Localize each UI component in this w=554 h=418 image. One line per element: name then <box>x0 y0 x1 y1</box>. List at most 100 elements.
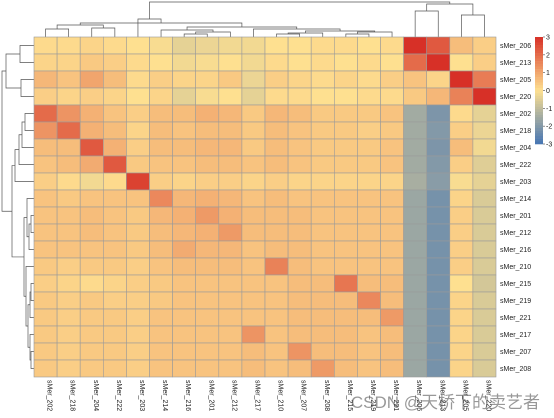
dendrogram-branch <box>26 198 34 238</box>
heatmap-cell <box>241 189 266 208</box>
row-label: sMer_204 <box>500 145 531 152</box>
heatmap-cell <box>333 274 358 293</box>
heatmap-cell <box>149 257 173 276</box>
row-label: sMer_220 <box>500 94 531 101</box>
heatmap-cell <box>403 172 428 191</box>
heatmap-cell <box>426 240 451 259</box>
heatmap-cell <box>287 291 312 310</box>
heatmap-cell <box>472 223 497 242</box>
row-label: sMer_201 <box>500 213 531 220</box>
heatmap-cell <box>287 53 312 72</box>
heatmap-cell <box>149 342 173 361</box>
heatmap-cell <box>79 172 104 191</box>
heatmap-cell <box>472 274 497 293</box>
heatmap-cell <box>56 223 81 242</box>
heatmap-cell <box>79 206 104 225</box>
heatmap-cell <box>172 70 197 89</box>
heatmap-cell <box>33 223 58 242</box>
heatmap-cell <box>126 257 150 276</box>
heatmap-cell <box>403 36 428 55</box>
heatmap-cell <box>149 291 173 310</box>
heatmap-cell <box>310 223 335 242</box>
dendrogram-branch <box>30 351 34 369</box>
heatmap-cell <box>79 257 104 276</box>
heatmap-cell <box>218 257 243 276</box>
heatmap-cell <box>103 308 127 327</box>
heatmap-cell <box>126 138 150 157</box>
dendrogram-branch <box>5 53 21 89</box>
heatmap-cell <box>264 274 289 293</box>
heatmap-cell <box>56 36 81 55</box>
heatmap-cell <box>56 53 81 72</box>
heatmap-cell <box>33 121 58 140</box>
heatmap-cell <box>357 172 381 191</box>
heatmap-cell <box>149 138 173 157</box>
heatmap-cell <box>56 291 81 310</box>
dendrogram-branch <box>137 18 162 37</box>
heatmap-cell <box>264 223 289 242</box>
heatmap-cell <box>218 121 243 140</box>
heatmap-cell <box>449 53 474 72</box>
dendrogram-branch <box>183 33 208 37</box>
heatmap-cell <box>172 325 197 344</box>
row-label: sMer_210 <box>500 264 531 271</box>
heatmap-cell <box>241 223 266 242</box>
dendrogram-branch <box>186 26 298 30</box>
legend-gradient-step <box>535 71 543 75</box>
heatmap-cell <box>126 104 150 123</box>
heatmap-cell <box>287 308 312 327</box>
heatmap-cell <box>33 53 58 72</box>
heatmap-cell <box>33 257 58 276</box>
heatmap-cell <box>241 70 266 89</box>
heatmap-cell <box>241 155 266 174</box>
dendrogram-branch <box>14 149 34 182</box>
heatmap-cell <box>149 155 173 174</box>
legend-gradient-step <box>535 95 543 99</box>
heatmap-cell <box>79 87 104 106</box>
heatmap-cell <box>310 359 335 378</box>
heatmap-cell <box>380 189 404 208</box>
heatmap-cell <box>241 172 266 191</box>
heatmap-cell <box>333 172 358 191</box>
heatmap-cell <box>449 257 474 276</box>
heatmap-cell <box>79 325 104 344</box>
heatmap-cell <box>403 155 428 174</box>
heatmap-cell <box>310 87 335 106</box>
heatmap-cell <box>472 87 497 106</box>
heatmap-cell <box>33 291 58 310</box>
heatmap-cell <box>403 257 428 276</box>
heatmap-cell <box>195 53 220 72</box>
column-label: sMer_201 <box>207 380 214 411</box>
heatmap-cell <box>218 206 243 225</box>
heatmap-cell <box>126 342 150 361</box>
legend-tick-label: 3 <box>546 35 550 42</box>
heatmap-cell <box>426 291 451 310</box>
heatmap-cell <box>56 189 81 208</box>
legend-gradient-step <box>535 127 543 131</box>
row-label: sMer_202 <box>500 111 531 118</box>
legend-gradient-step <box>535 39 543 43</box>
heatmap-cell <box>426 36 451 55</box>
heatmap-cell <box>218 359 243 378</box>
column-label: sMer_222 <box>115 380 122 411</box>
legend-gradient-step <box>535 133 543 137</box>
heatmap-cell <box>264 138 289 157</box>
heatmap-cell <box>103 36 127 55</box>
heatmap-cell <box>333 155 358 174</box>
heatmap-cell <box>33 206 58 225</box>
heatmap-cell <box>403 53 428 72</box>
legend-gradient-step <box>535 90 543 94</box>
heatmap-cell <box>195 342 220 361</box>
heatmap-cell <box>218 308 243 327</box>
heatmap-cell <box>56 359 81 378</box>
legend-tick-label: 2 <box>546 52 550 59</box>
heatmap-cell <box>426 104 451 123</box>
heatmap-cell <box>287 206 312 225</box>
heatmap-cell <box>472 172 497 191</box>
heatmap-cell <box>103 70 127 89</box>
heatmap-cell <box>426 70 451 89</box>
legend-gradient-step <box>535 53 543 57</box>
heatmap-cell <box>79 155 104 174</box>
heatmap-cell <box>33 342 58 361</box>
legend-gradient-step <box>535 109 543 113</box>
